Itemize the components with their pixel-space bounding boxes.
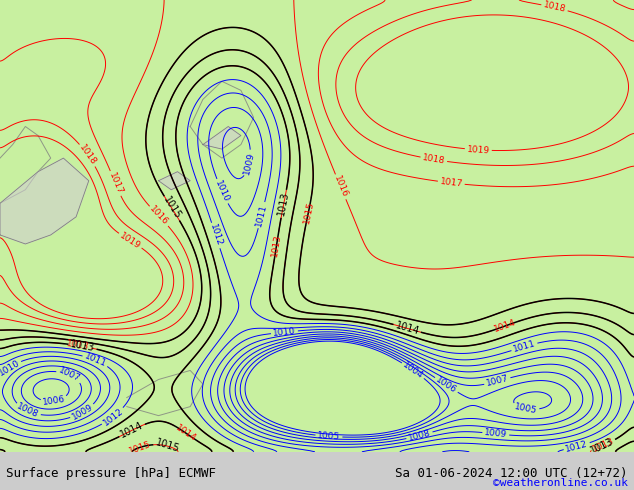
Text: 1016: 1016 [332,174,349,199]
Text: 1006: 1006 [42,395,66,407]
Polygon shape [158,172,190,190]
Text: Sa 01-06-2024 12:00 UTC (12+72): Sa 01-06-2024 12:00 UTC (12+72) [395,467,628,480]
Text: 1011: 1011 [83,352,108,369]
Text: 1016: 1016 [148,205,170,227]
Text: 1011: 1011 [512,339,536,354]
Text: 1009: 1009 [484,428,508,440]
Text: 1010: 1010 [213,179,231,204]
Text: 1010: 1010 [273,327,296,338]
Text: Surface pressure [hPa] ECMWF: Surface pressure [hPa] ECMWF [6,467,216,480]
Polygon shape [0,158,89,244]
Text: 1013: 1013 [70,340,96,353]
Text: 1004: 1004 [401,360,425,381]
Text: 1009: 1009 [70,402,94,422]
Text: 1008: 1008 [407,428,432,442]
Text: 1012: 1012 [208,223,224,248]
Text: 1019: 1019 [118,231,143,250]
Text: 1014: 1014 [174,423,198,443]
Text: 1018: 1018 [77,143,98,167]
Text: 1015: 1015 [154,438,181,455]
Text: 1010: 1010 [0,358,22,378]
Text: 1007: 1007 [57,366,82,384]
Text: 1015: 1015 [127,440,152,456]
Text: 1013: 1013 [270,234,283,258]
Text: 1017: 1017 [439,177,463,189]
Text: 1012: 1012 [565,439,589,454]
Text: 1013: 1013 [592,436,616,454]
Text: 1009: 1009 [242,151,256,175]
Text: 1015: 1015 [302,199,315,224]
Text: 1006: 1006 [434,375,458,395]
Text: 1013: 1013 [66,340,90,352]
Text: 1014: 1014 [493,318,517,334]
Text: 1017: 1017 [107,171,124,196]
Text: 1014: 1014 [394,320,420,337]
Text: 1015: 1015 [161,195,183,221]
Polygon shape [203,126,241,149]
Text: ©weatheronline.co.uk: ©weatheronline.co.uk [493,478,628,488]
Text: 1013: 1013 [276,191,291,217]
Text: 1018: 1018 [422,153,446,166]
Text: 1008: 1008 [16,402,40,420]
Text: 1013: 1013 [589,436,616,455]
Text: 1005: 1005 [514,402,538,416]
Text: 1014: 1014 [119,420,145,440]
Text: 1012: 1012 [101,406,125,427]
Text: 1019: 1019 [467,145,490,155]
Text: 1018: 1018 [542,0,567,15]
Text: 1007: 1007 [485,374,510,389]
Text: 1011: 1011 [254,203,269,227]
Text: 1005: 1005 [317,431,340,441]
